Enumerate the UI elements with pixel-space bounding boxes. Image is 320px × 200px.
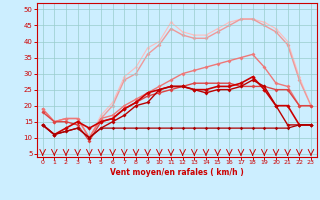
X-axis label: Vent moyen/en rafales ( km/h ): Vent moyen/en rafales ( km/h )	[110, 168, 244, 177]
